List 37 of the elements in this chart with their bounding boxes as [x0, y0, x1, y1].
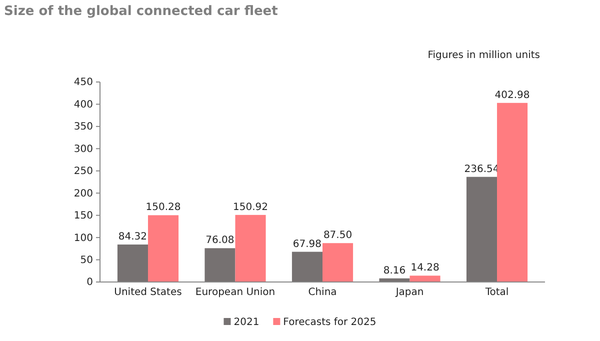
- legend-label: Forecasts for 2025: [283, 317, 376, 328]
- x-tick-label: Japan: [394, 287, 424, 298]
- data-label: 67.98: [292, 238, 322, 250]
- bar: [292, 252, 322, 282]
- x-tick-label: United States: [114, 287, 182, 298]
- x-tick-label: European Union: [195, 287, 276, 298]
- data-label: 84.32: [118, 232, 148, 243]
- x-tick-label: Total: [484, 287, 509, 298]
- bar: [235, 214, 266, 282]
- bar: [466, 176, 498, 282]
- x-tick-label: China: [308, 287, 337, 298]
- chart-title: Size of the global connected car fleet: [4, 4, 278, 19]
- data-label: 14.28: [410, 262, 440, 274]
- y-tick-label: 100: [74, 232, 93, 244]
- bar: [322, 243, 354, 282]
- y-tick-label: 450: [74, 77, 93, 88]
- data-label: 150.92: [233, 202, 268, 213]
- y-tick-label: 300: [74, 144, 93, 155]
- bar: [148, 215, 179, 282]
- y-tick-label: 50: [80, 254, 93, 266]
- data-label: 402.98: [494, 90, 530, 101]
- y-tick-label: 0: [86, 277, 93, 288]
- y-tick-label: 200: [74, 188, 93, 200]
- bar: [117, 244, 148, 282]
- text: Figures in million units: [428, 50, 540, 61]
- data-label: 76.08: [206, 235, 234, 246]
- bar: [497, 102, 528, 282]
- y-tick-label: 250: [74, 166, 93, 178]
- data-label: 8.16: [383, 265, 406, 276]
- y-tick-label: 400: [74, 99, 93, 110]
- y-tick-label: 150: [74, 210, 93, 222]
- bar: [410, 276, 440, 282]
- data-label: 150.28: [146, 202, 181, 214]
- legend-label: 2021: [234, 317, 260, 328]
- y-tick-label: 350: [74, 122, 93, 133]
- bar: [204, 248, 236, 282]
- data-label: 87.50: [323, 230, 352, 242]
